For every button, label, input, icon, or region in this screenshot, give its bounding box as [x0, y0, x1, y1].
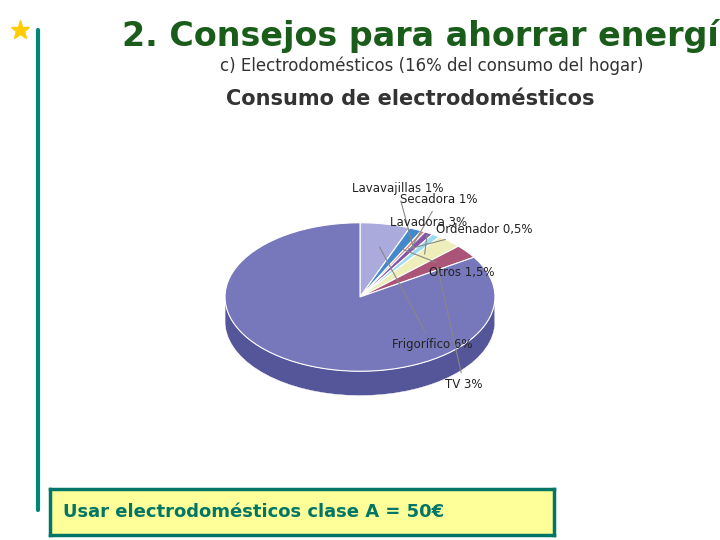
Text: TV 3%: TV 3%: [438, 267, 482, 392]
Polygon shape: [360, 232, 432, 297]
Polygon shape: [225, 300, 495, 395]
Polygon shape: [360, 237, 459, 297]
Text: Secadora 1%: Secadora 1%: [400, 193, 478, 248]
Text: c) Electrodomésticos (16% del consumo del hogar): c) Electrodomésticos (16% del consumo de…: [220, 57, 644, 75]
Text: Ordenador 0,5%: Ordenador 0,5%: [408, 223, 532, 249]
Text: 2. Consejos para ahorrar energía: 2. Consejos para ahorrar energía: [122, 19, 720, 53]
Text: Otros 1,5%: Otros 1,5%: [402, 249, 495, 279]
Text: Lavavajillas 1%: Lavavajillas 1%: [352, 183, 444, 250]
Text: Frigorífico 6%: Frigorífico 6%: [379, 247, 472, 351]
Text: Lavadora 3%: Lavadora 3%: [390, 216, 467, 254]
Polygon shape: [360, 234, 439, 297]
Polygon shape: [225, 222, 495, 371]
Polygon shape: [360, 222, 410, 297]
Text: Usar electrodomésticos clase A = 50€: Usar electrodomésticos clase A = 50€: [63, 503, 444, 521]
Polygon shape: [360, 231, 425, 297]
Polygon shape: [360, 228, 421, 297]
Text: Consumo de electrodomésticos: Consumo de electrodomésticos: [226, 89, 595, 109]
Polygon shape: [360, 246, 474, 297]
